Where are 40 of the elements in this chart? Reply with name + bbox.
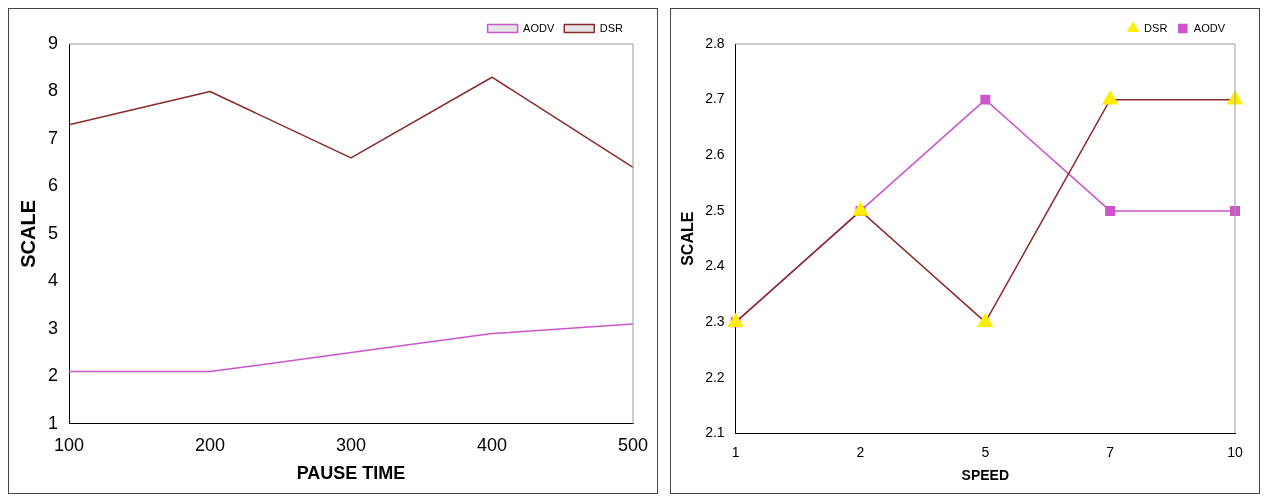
x-tick-label: 200 xyxy=(194,434,226,455)
y-tick-label: 2.7 xyxy=(705,90,725,107)
x-tick-label: 100 xyxy=(53,434,85,455)
x-tick-label: 500 xyxy=(617,434,649,455)
x-axis-title: PAUSE TIME xyxy=(296,463,406,484)
legend-label: DSR xyxy=(599,21,624,34)
y-tick-label: 2.8 xyxy=(705,34,725,51)
y-tick-label: 2.4 xyxy=(705,257,725,274)
y-tick-label: 6 xyxy=(48,175,59,196)
point xyxy=(977,313,994,327)
y-tick-label: 2.1 xyxy=(705,424,725,441)
y-tick-label: 2 xyxy=(48,365,59,386)
y-tick-label: 3 xyxy=(48,317,59,338)
y-tick-label: 1 xyxy=(48,412,59,433)
x-tick-label: 1 xyxy=(731,443,740,460)
y-tick-label: 2.6 xyxy=(705,146,725,163)
y-tick-label: 5 xyxy=(48,222,59,243)
y-tick-label: 2.3 xyxy=(705,313,725,329)
y-tick-label: 2.5 xyxy=(705,201,725,218)
x-tick-label: 400 xyxy=(476,434,508,455)
x-tick-label: 2 xyxy=(856,443,865,460)
y-tick-label: 2.2 xyxy=(705,368,725,385)
y-tick-label: 4 xyxy=(48,270,59,291)
legend-label: DSR xyxy=(1144,21,1168,34)
x-tick-label: 5 xyxy=(981,443,990,460)
x-axis-title: SPEED xyxy=(961,467,1010,484)
y-axis-title: SCALE xyxy=(16,200,39,268)
point xyxy=(1105,205,1116,216)
point xyxy=(980,94,991,105)
legend-label: AODV xyxy=(1193,21,1226,34)
y-tick-label: 8 xyxy=(48,80,59,101)
point xyxy=(727,313,744,327)
y-axis-title: SCALE xyxy=(679,211,697,266)
y-tick-label: 7 xyxy=(48,127,59,148)
x-tick-label: 7 xyxy=(1106,443,1115,460)
legend-label: AODV xyxy=(523,21,555,34)
x-tick-label: 300 xyxy=(335,434,367,455)
x-tick-label: 10 xyxy=(1227,443,1243,460)
y-tick-label: 9 xyxy=(48,32,59,53)
point xyxy=(1102,90,1118,105)
